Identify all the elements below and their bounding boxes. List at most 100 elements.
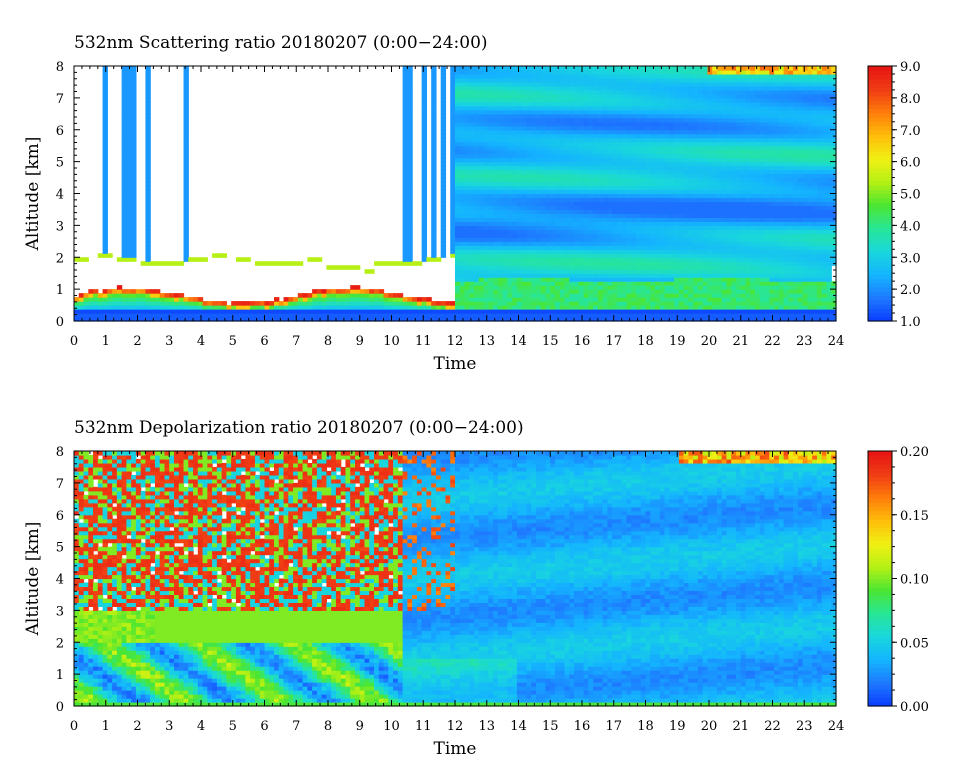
heatmap-cell [88,289,94,294]
heatmap-cell [421,245,428,250]
heatmap-cell [488,217,494,222]
heatmap-cell [574,105,580,111]
heatmap-cell [502,125,508,131]
heatmap-cell [607,77,613,83]
heatmap-cell [683,165,689,171]
heatmap-cell [550,293,556,298]
heatmap-cell [683,169,689,175]
heatmap-cell [121,173,127,179]
heatmap-cell [450,245,456,250]
heatmap-cell [683,293,689,298]
heatmap-cell [583,253,589,258]
heatmap-cell [407,297,413,302]
heatmap-cell [593,229,599,234]
heatmap-cell [569,121,575,127]
heatmap-cell [631,89,637,95]
heatmap-cell [721,165,728,171]
heatmap-cell [669,129,675,135]
heatmap-cell [578,157,585,163]
heatmap-cell [650,301,656,306]
heatmap-cell [516,193,523,199]
heatmap-cell [659,113,666,119]
heatmap-cell [488,233,494,238]
heatmap-cell [150,261,156,266]
heatmap-cell [502,153,508,159]
heatmap-cell [607,137,613,143]
heatmap-cell [674,197,680,203]
heatmap-cell [440,66,447,71]
heatmap-cell [678,205,685,211]
heatmap-cell [621,237,628,242]
heatmap-cell [107,253,113,258]
heatmap-cell [655,133,661,139]
heatmap-cell [450,133,456,139]
heatmap-cell [674,81,680,87]
heatmap-cell [488,141,494,147]
heatmap-cell [464,253,470,258]
heatmap-cell [726,161,732,167]
heatmap-cell [516,173,523,179]
heatmap-cell [693,121,699,127]
heatmap-cell [131,141,137,147]
heatmap-cell [540,173,547,179]
heatmap-cell [107,293,113,298]
heatmap-cell [635,105,642,111]
heatmap-cell [502,305,508,310]
heatmap-cell [588,265,594,270]
heatmap-cell [655,85,661,91]
heatmap-cell [555,237,561,242]
heatmap-cell [650,289,656,294]
heatmap-cell [559,129,566,135]
heatmap-cell [712,165,718,171]
heatmap-cell [402,237,408,242]
heatmap-cell [583,149,589,155]
heatmap-cell [688,161,694,167]
heatmap-cell [131,81,137,87]
heatmap-cell [469,77,475,83]
heatmap-cell [640,293,647,298]
heatmap-cell [507,101,513,107]
heatmap-cell [626,265,632,270]
heatmap-cell [464,277,470,282]
heatmap-cell [412,313,418,318]
heatmap-cell [131,205,137,211]
heatmap-cell [459,277,466,282]
heatmap-cell [635,189,642,195]
heatmap-cell [631,293,637,298]
heatmap-cell [350,309,356,314]
heatmap-cell [683,201,689,207]
heatmap-cell [574,117,580,123]
heatmap-cell [735,209,742,215]
heatmap-cell [516,101,523,107]
heatmap-cell [559,289,566,294]
heatmap-cell [626,273,632,278]
heatmap-cell [135,317,142,322]
heatmap-cell [512,297,518,302]
heatmap-cell [726,177,732,183]
heatmap-cell [569,169,575,175]
heatmap-cell [688,237,694,242]
heatmap-cell [126,213,132,218]
heatmap-cell [402,301,408,306]
heatmap-cell [607,261,613,266]
heatmap-cell [102,193,108,199]
heatmap-cell [574,249,580,254]
heatmap-cell [531,305,537,310]
heatmap-cell [269,313,275,318]
heatmap-cell [702,305,709,310]
heatmap-cell [616,181,623,187]
heatmap-cell [497,185,504,191]
heatmap-cell [183,66,189,71]
heatmap-cell [245,309,251,314]
heatmap-cell [631,165,637,171]
heatmap-cell [407,205,413,211]
heatmap-cell [602,141,608,147]
heatmap-cell [731,105,737,111]
heatmap-cell [578,217,585,222]
heatmap-cell [555,289,561,294]
heatmap-cell [583,237,589,242]
heatmap-cell [507,301,513,306]
heatmap-cell [640,317,647,322]
heatmap-cell [183,81,189,87]
heatmap-cell [226,309,232,314]
